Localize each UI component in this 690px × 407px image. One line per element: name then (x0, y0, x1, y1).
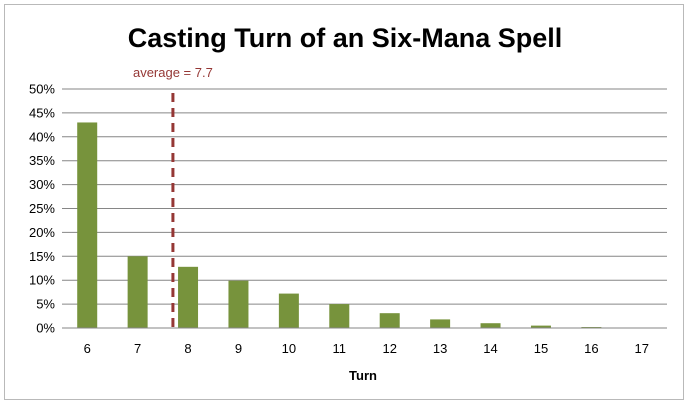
x-axis-ticks: 6 7 8 9 10 11 12 13 14 15 16 17 (84, 341, 649, 356)
bar (178, 266, 199, 328)
x-tick-label: 14 (483, 341, 497, 356)
x-tick-label: 16 (584, 341, 598, 356)
chart-title: Casting Turn of an Six-Mana Spell (128, 23, 563, 53)
x-tick-label: 15 (534, 341, 548, 356)
bar (278, 293, 299, 328)
x-tick-label: 8 (184, 341, 191, 356)
y-tick-label: 15% (29, 249, 55, 264)
chart-frame: Casting Turn of an Six-Mana Spell 0% 5% 10… (4, 4, 684, 400)
y-tick-label: 10% (29, 273, 55, 288)
x-tick-label: 10 (282, 341, 296, 356)
y-tick-label: 35% (29, 153, 55, 168)
y-axis-ticks: 0% 5% 10% 15% 20% 25% 30% 35% 40% 45% 50% (29, 82, 55, 336)
y-tick-label: 5% (36, 297, 55, 312)
average-annotation: average = 7.7 (133, 65, 213, 328)
y-tick-label: 45% (29, 105, 55, 120)
x-tick-label: 6 (84, 341, 91, 356)
x-tick-label: 9 (235, 341, 242, 356)
x-tick-label: 13 (433, 341, 447, 356)
bar (329, 304, 350, 328)
gridlines (62, 88, 667, 305)
bar (228, 280, 249, 328)
x-tick-label: 11 (333, 341, 347, 356)
x-tick-label: 17 (635, 341, 649, 356)
x-axis-title: Turn (349, 368, 377, 383)
bars (77, 122, 652, 329)
bar (77, 122, 98, 329)
x-tick-label: 7 (134, 341, 141, 356)
bar (480, 323, 501, 328)
bar (430, 319, 451, 328)
bar (379, 313, 400, 328)
bar (530, 325, 551, 328)
y-tick-label: 20% (29, 225, 55, 240)
average-label: average = 7.7 (133, 65, 213, 80)
y-tick-label: 0% (36, 321, 55, 336)
y-tick-label: 30% (29, 177, 55, 192)
y-tick-label: 50% (29, 82, 55, 97)
y-tick-label: 25% (29, 201, 55, 216)
chart: Casting Turn of an Six-Mana Spell 0% 5% 10… (29, 23, 667, 383)
bar (127, 256, 148, 328)
x-tick-label: 12 (382, 341, 396, 356)
y-tick-label: 40% (29, 129, 55, 144)
